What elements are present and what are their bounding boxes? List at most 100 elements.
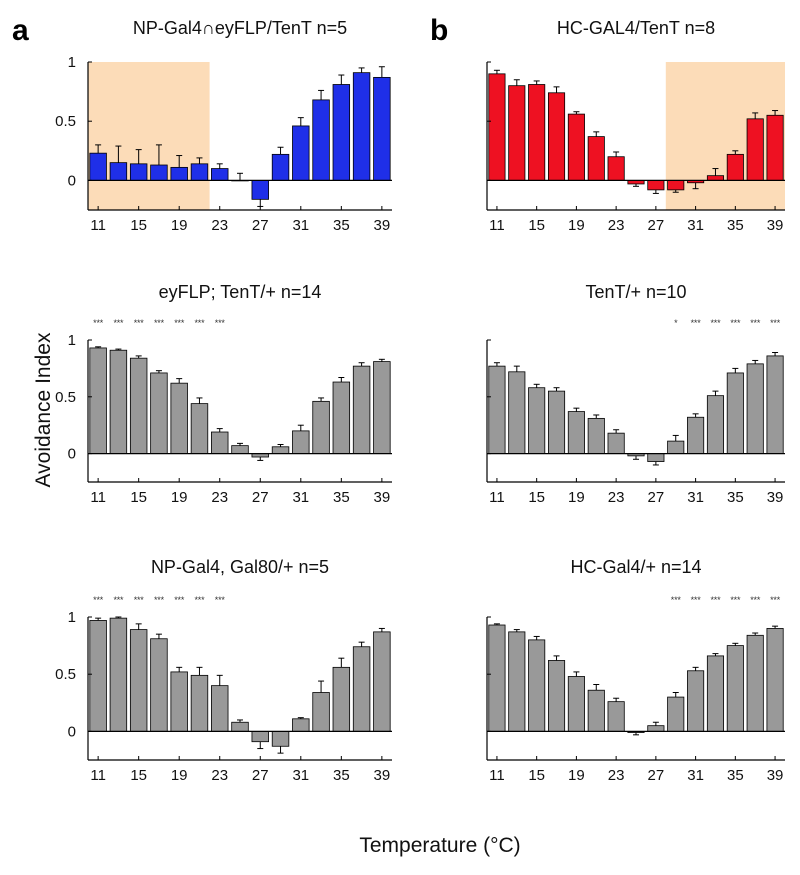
bar <box>352 646 371 732</box>
bar <box>352 72 371 181</box>
x-tick-label: 35 <box>333 217 350 234</box>
bar <box>567 411 585 454</box>
bar <box>687 416 705 454</box>
bar <box>332 84 351 181</box>
bar <box>746 118 764 181</box>
x-tick-label: 23 <box>608 489 625 506</box>
bar <box>292 430 310 455</box>
panel-letter-b: b <box>430 14 448 47</box>
bar <box>547 92 566 181</box>
chart-title: eyFLP; TenT/+ n=14 <box>159 282 322 302</box>
bar <box>292 718 310 732</box>
x-tick-label: 19 <box>171 489 188 506</box>
bar <box>251 179 269 200</box>
bar <box>312 99 330 181</box>
significance-mark: *** <box>195 318 206 328</box>
bar <box>292 125 310 181</box>
bar <box>667 696 685 732</box>
bar <box>150 164 168 181</box>
significance-mark: *** <box>691 318 702 328</box>
bar <box>170 382 188 454</box>
x-tick-label: 23 <box>608 767 625 784</box>
significance-mark: *** <box>195 595 206 605</box>
y-tick-label: 0 <box>68 172 76 189</box>
bar <box>488 365 506 454</box>
bar <box>766 628 784 732</box>
bar <box>271 153 290 181</box>
bar <box>89 620 107 732</box>
x-tick-label: 31 <box>687 767 704 784</box>
x-tick-label: 27 <box>252 767 269 784</box>
x-tick-label: 35 <box>727 217 744 234</box>
chart-title: HC-Gal4/+ n=14 <box>570 557 701 577</box>
bar <box>190 163 209 181</box>
bar <box>766 114 784 181</box>
x-tick-label: 31 <box>687 217 704 234</box>
x-tick-label: 11 <box>489 767 505 784</box>
significance-mark: *** <box>711 318 722 328</box>
y-tick-label: 0.5 <box>55 389 76 406</box>
bar <box>312 692 330 732</box>
significance-mark: *** <box>93 318 104 328</box>
chart-2: eyFLP; TenT/+ n=14 *** *** *** *** *** *** *** 0… <box>55 282 392 506</box>
bar <box>528 387 546 455</box>
x-tick-label: 15 <box>528 767 545 784</box>
chart-5: HC-Gal4/+ n=14 *** *** *** *** *** *** 11 15 19 23… <box>486 557 785 784</box>
bar <box>211 431 229 454</box>
x-tick-label: 39 <box>374 217 391 234</box>
bar <box>373 76 391 181</box>
bar <box>170 166 188 181</box>
x-tick-label: 39 <box>767 767 784 784</box>
bar <box>109 162 128 181</box>
bar <box>190 674 209 732</box>
bar <box>726 153 744 181</box>
x-tick-label: 11 <box>90 767 106 784</box>
bar <box>170 671 188 732</box>
bar <box>332 381 351 455</box>
x-tick-label: 15 <box>130 489 147 506</box>
significance-mark: *** <box>113 318 124 328</box>
x-tick-label: 39 <box>767 217 784 234</box>
bar <box>231 721 249 732</box>
x-tick-label: 27 <box>252 217 269 234</box>
bar <box>547 660 566 732</box>
bar <box>109 617 128 732</box>
x-tick-label: 11 <box>90 217 106 234</box>
bar <box>746 363 764 454</box>
bar <box>271 731 290 747</box>
x-axis-label: Temperature (°C) <box>359 834 520 857</box>
bar <box>271 446 290 454</box>
bar <box>129 629 148 732</box>
bar <box>706 175 725 181</box>
x-tick-label: 23 <box>211 489 228 506</box>
significance-mark: *** <box>750 595 761 605</box>
significance-mark: *** <box>215 318 226 328</box>
bar <box>607 432 625 455</box>
y-tick-label: 1 <box>68 54 76 71</box>
bar <box>89 347 107 454</box>
x-tick-label: 27 <box>252 489 269 506</box>
bar <box>109 349 128 454</box>
x-tick-label: 31 <box>292 489 309 506</box>
bar <box>211 685 229 732</box>
x-tick-label: 39 <box>374 767 391 784</box>
bar <box>587 136 605 181</box>
bar <box>211 168 229 181</box>
bar <box>251 731 269 743</box>
chart-title: TenT/+ n=10 <box>585 282 686 302</box>
bar <box>508 371 526 455</box>
bar <box>667 179 685 191</box>
chart-1: HC-GAL4/TenT n=8 11 15 19 23 27 31 35 39 <box>486 18 785 234</box>
panel-letter-a: a <box>12 14 29 47</box>
y-tick-label: 1 <box>68 332 76 349</box>
y-axis-label: Avoidance Index <box>32 332 55 487</box>
shaded-region <box>88 62 210 210</box>
bar <box>373 631 391 732</box>
x-tick-label: 11 <box>489 217 505 234</box>
significance-mark: *** <box>93 595 104 605</box>
x-tick-label: 35 <box>333 489 350 506</box>
x-tick-label: 35 <box>727 767 744 784</box>
bar <box>528 84 546 181</box>
